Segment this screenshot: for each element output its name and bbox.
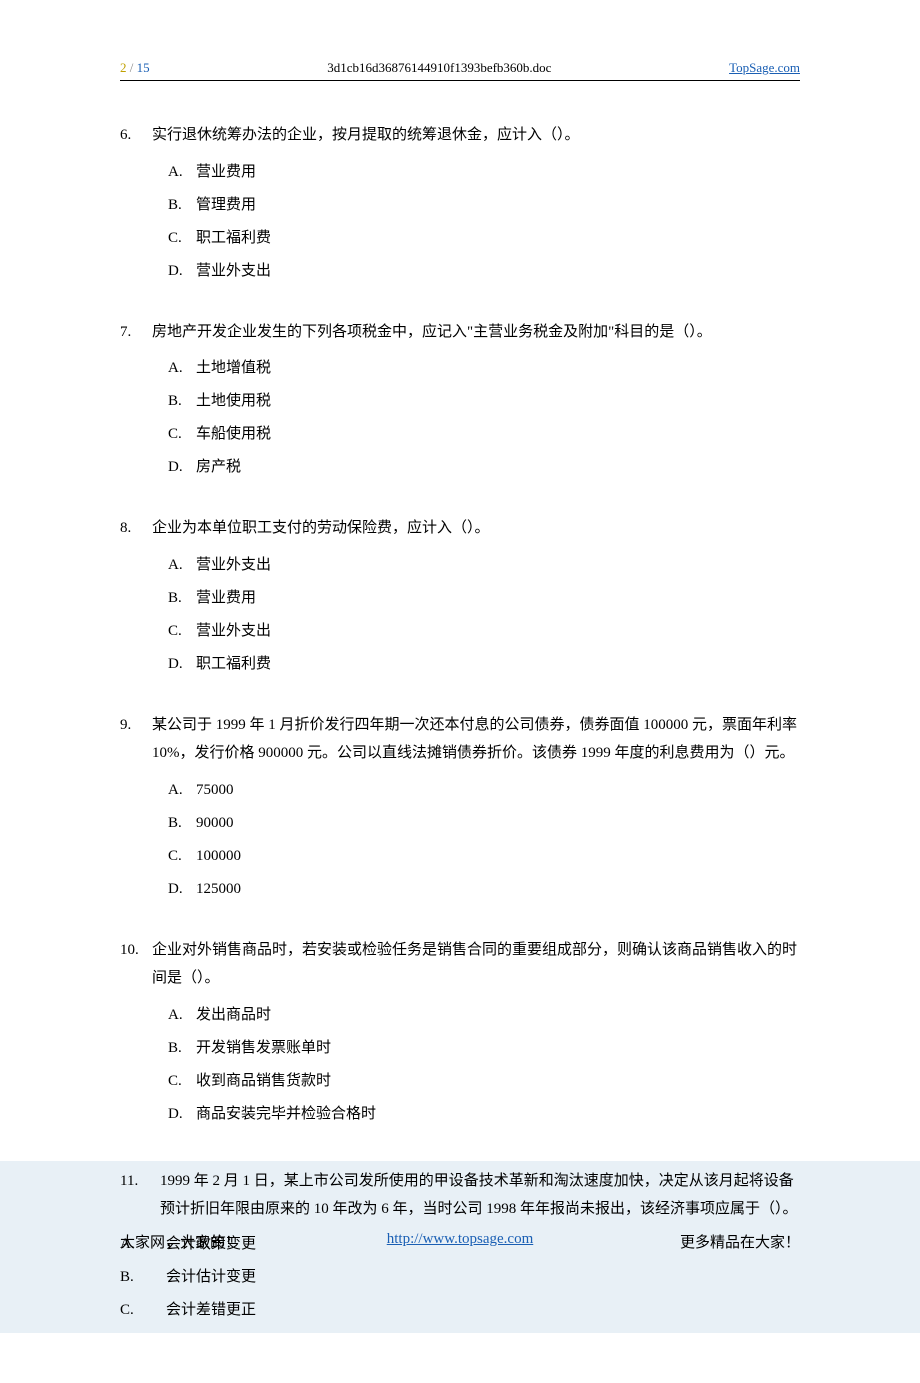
- question-7: 7. 房地产开发企业发生的下列各项税金中，应记入"主营业务税金及附加"科目的是（…: [120, 318, 800, 485]
- page-sep: /: [127, 60, 137, 75]
- option-a: A.营业外支出: [168, 549, 800, 582]
- option-b: B.管理费用: [168, 189, 800, 222]
- question-number: 8.: [120, 514, 152, 543]
- question-6: 6. 实行退休统筹办法的企业，按月提取的统筹退休金，应计入（）。 A.营业费用 …: [120, 121, 800, 288]
- options-list: A.土地增值税 B.土地使用税 C.车船使用税 D.房产税: [120, 352, 800, 484]
- question-text: 房地产开发企业发生的下列各项税金中，应记入"主营业务税金及附加"科目的是（）。: [152, 318, 800, 347]
- footer-right: 更多精品在大家！: [680, 1231, 800, 1252]
- question-text: 某公司于 1999 年 1 月折价发行四年期一次还本付息的公司债券，债券面值 1…: [152, 711, 800, 768]
- option-a: A.营业费用: [168, 156, 800, 189]
- footer-left: 大家网，大家的！: [120, 1231, 240, 1252]
- option-b: B.90000: [168, 807, 800, 840]
- document-filename: 3d1cb16d36876144910f1393befb360b.doc: [327, 60, 551, 76]
- question-text: 企业为本单位职工支付的劳动保险费，应计入（）。: [152, 514, 800, 543]
- question-number: 7.: [120, 318, 152, 347]
- options-list: A.发出商品时 B.开发销售发票账单时 C.收到商品销售货款时 D.商品安装完毕…: [120, 999, 800, 1131]
- question-10: 10. 企业对外销售商品时，若安装或检验任务是销售合同的重要组成部分，则确认该商…: [120, 936, 800, 1131]
- option-d: D.职工福利费: [168, 648, 800, 681]
- page-header: 2 / 15 3d1cb16d36876144910f1393befb360b.…: [120, 60, 800, 81]
- option-a: A.75000: [168, 774, 800, 807]
- page-indicator: 2 / 15: [120, 60, 150, 76]
- question-number: 11.: [120, 1167, 160, 1196]
- option-b: B.开发销售发票账单时: [168, 1032, 800, 1065]
- footer-link[interactable]: http://www.topsage.com: [387, 1231, 534, 1252]
- option-c: C.收到商品销售货款时: [168, 1065, 800, 1098]
- option-b: B.土地使用税: [168, 385, 800, 418]
- options-list: A.营业外支出 B.营业费用 C.营业外支出 D.职工福利费: [120, 549, 800, 681]
- option-d: D.商品安装完毕并检验合格时: [168, 1098, 800, 1131]
- question-number: 9.: [120, 711, 152, 740]
- option-c: C.职工福利费: [168, 222, 800, 255]
- option-d: D.125000: [168, 873, 800, 906]
- option-a: A.土地增值税: [168, 352, 800, 385]
- question-9: 9. 某公司于 1999 年 1 月折价发行四年期一次还本付息的公司债券，债券面…: [120, 711, 800, 906]
- page-total: 15: [137, 60, 150, 75]
- option-b: B.营业费用: [168, 582, 800, 615]
- question-8: 8. 企业为本单位职工支付的劳动保险费，应计入（）。 A.营业外支出 B.营业费…: [120, 514, 800, 681]
- options-list: A.营业费用 B.管理费用 C.职工福利费 D.营业外支出: [120, 156, 800, 288]
- question-number: 6.: [120, 121, 152, 150]
- option-c: C.车船使用税: [168, 418, 800, 451]
- option-d: D.营业外支出: [168, 255, 800, 288]
- option-c: C.营业外支出: [168, 615, 800, 648]
- option-a: A.发出商品时: [168, 999, 800, 1032]
- option-b: B.会计估计变更: [120, 1261, 800, 1294]
- site-link[interactable]: TopSage.com: [729, 60, 800, 76]
- option-c: C.100000: [168, 840, 800, 873]
- option-c: C.会计差错更正: [120, 1294, 800, 1327]
- question-number: 10.: [120, 936, 152, 965]
- option-d: D.房产税: [168, 451, 800, 484]
- question-text: 企业对外销售商品时，若安装或检验任务是销售合同的重要组成部分，则确认该商品销售收…: [152, 936, 800, 993]
- page-footer: 大家网，大家的！ http://www.topsage.com 更多精品在大家！: [120, 1231, 800, 1252]
- options-list: A.75000 B.90000 C.100000 D.125000: [120, 774, 800, 906]
- question-text: 实行退休统筹办法的企业，按月提取的统筹退休金，应计入（）。: [152, 121, 800, 150]
- question-text: 1999 年 2 月 1 日，某上市公司发所使用的甲设备技术革新和淘汰速度加快，…: [160, 1167, 800, 1224]
